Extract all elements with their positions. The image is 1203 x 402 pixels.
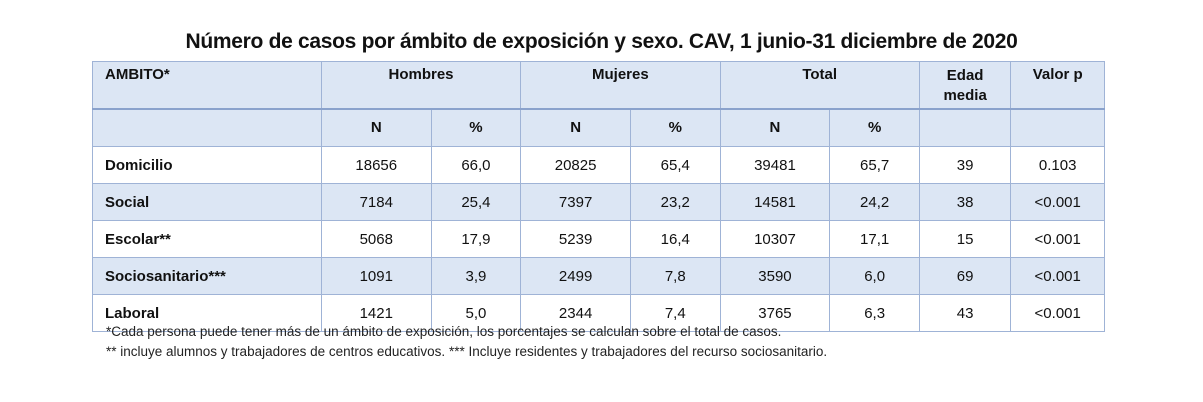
cell-mujeres-pct: 7,8: [630, 257, 721, 295]
table-title: Número de casos por ámbito de exposición…: [185, 30, 1018, 53]
cell-mujeres-n: 2344: [520, 294, 632, 332]
header-hombres-n: N: [320, 108, 432, 147]
cell-valor-p: <0.001: [1010, 294, 1105, 332]
cell-ambito: Sociosanitario***: [92, 257, 322, 295]
cases-table: AMBITO* Hombres Mujeres Total Edad media…: [92, 61, 1105, 332]
table-row: Laboral 1421 5,0 2344 7,4 3765 6,3 43 <0…: [92, 294, 1105, 332]
table-row: Domicilio 18656 66,0 20825 65,4 39481 65…: [92, 146, 1105, 184]
cell-total-n: 39481: [719, 146, 831, 184]
cell-total-pct: 6,3: [829, 294, 920, 332]
cell-valor-p: <0.001: [1010, 257, 1105, 295]
cell-mujeres-pct: 23,2: [630, 183, 721, 221]
header-valor-p: Valor p: [1010, 61, 1105, 109]
cell-total-pct: 17,1: [829, 220, 920, 258]
cell-edad-media: 15: [918, 220, 1012, 258]
table-row: Sociosanitario*** 1091 3,9 2499 7,8 3590…: [92, 257, 1105, 295]
header-total-pct: %: [829, 108, 920, 147]
cell-total-pct: 24,2: [829, 183, 920, 221]
cell-ambito: Domicilio: [92, 146, 322, 184]
header-total: Total: [719, 61, 920, 109]
header-sub-edad-empty: [918, 108, 1012, 147]
cell-total-n: 3765: [719, 294, 831, 332]
footnote-1: *Cada persona puede tener más de un ámbi…: [106, 324, 782, 339]
cell-edad-media: 69: [918, 257, 1012, 295]
table-row: Social 7184 25,4 7397 23,2 14581 24,2 38…: [92, 183, 1105, 221]
header-sub-empty: [92, 108, 322, 147]
cell-mujeres-n: 5239: [520, 220, 632, 258]
cell-valor-p: 0.103: [1010, 146, 1105, 184]
cell-hombres-pct: 17,9: [430, 220, 522, 258]
header-mujeres-pct: %: [630, 108, 721, 147]
cell-hombres-n: 5068: [320, 220, 432, 258]
cell-total-n: 10307: [719, 220, 831, 258]
header-mujeres-n: N: [520, 108, 632, 147]
cell-valor-p: <0.001: [1010, 220, 1105, 258]
cell-ambito: Escolar**: [92, 220, 322, 258]
cell-hombres-n: 18656: [320, 146, 432, 184]
cell-edad-media: 39: [918, 146, 1012, 184]
cell-edad-media: 43: [918, 294, 1012, 332]
header-edad-line1: Edad: [946, 67, 984, 84]
cell-total-pct: 65,7: [829, 146, 920, 184]
cell-total-n: 14581: [719, 183, 831, 221]
footnote-2: ** incluye alumnos y trabajadores de cen…: [106, 344, 828, 359]
cell-mujeres-n: 7397: [520, 183, 632, 221]
cell-valor-p: <0.001: [1010, 183, 1105, 221]
cell-total-pct: 6,0: [829, 257, 920, 295]
cell-mujeres-n: 20825: [520, 146, 632, 184]
cell-ambito: Laboral: [92, 294, 322, 332]
cell-mujeres-pct: 16,4: [630, 220, 721, 258]
cell-hombres-n: 7184: [320, 183, 432, 221]
header-mujeres: Mujeres: [520, 61, 721, 109]
header-sub-p-empty: [1010, 108, 1105, 147]
header-hombres: Hombres: [320, 61, 522, 109]
header-row-main: AMBITO* Hombres Mujeres Total Edad media…: [92, 61, 1105, 109]
header-edad-media: Edad media: [918, 61, 1012, 109]
cell-hombres-pct: 3,9: [430, 257, 522, 295]
cell-hombres-pct: 66,0: [430, 146, 522, 184]
cell-hombres-pct: 25,4: [430, 183, 522, 221]
footnotes: *Cada persona puede tener más de un ámbi…: [106, 322, 827, 362]
cell-hombres-n: 1421: [320, 294, 432, 332]
header-hombres-pct: %: [430, 108, 522, 147]
cell-mujeres-n: 2499: [520, 257, 632, 295]
header-edad-line2: media: [943, 87, 987, 104]
cell-hombres-n: 1091: [320, 257, 432, 295]
header-row-sub: N % N % N %: [92, 108, 1105, 147]
table-row: Escolar** 5068 17,9 5239 16,4 10307 17,1…: [92, 220, 1105, 258]
header-total-n: N: [719, 108, 831, 147]
header-ambito: AMBITO*: [92, 61, 322, 109]
cell-ambito: Social: [92, 183, 322, 221]
cell-edad-media: 38: [918, 183, 1012, 221]
cell-mujeres-pct: 65,4: [630, 146, 721, 184]
cell-total-n: 3590: [719, 257, 831, 295]
